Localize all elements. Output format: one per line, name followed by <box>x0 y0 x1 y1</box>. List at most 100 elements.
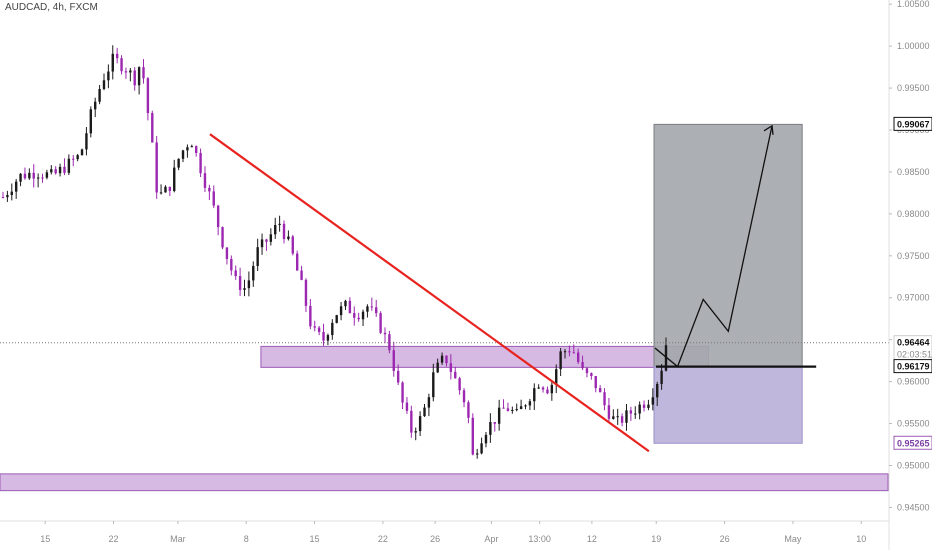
candle-up <box>181 150 185 159</box>
stop-loss-area <box>653 366 803 444</box>
candle-down <box>458 378 461 391</box>
time-tick-label: 12 <box>587 534 597 544</box>
time-tick-label: Apr <box>484 534 498 544</box>
candle-up <box>36 177 40 179</box>
candle-down <box>120 58 123 72</box>
candle-down <box>572 352 575 354</box>
price-axis[interactable]: 1.005001.000000.995000.990000.985000.980… <box>888 0 930 550</box>
candle-down <box>54 169 57 174</box>
candle-up <box>260 239 264 248</box>
stop-price-tag: 0.95265 <box>897 438 930 448</box>
candle-down <box>585 368 589 374</box>
stop-price-tag-box <box>893 435 932 450</box>
target-price-tag-box <box>893 116 932 131</box>
candle-down <box>348 300 352 314</box>
candle-up <box>524 405 527 407</box>
price-tick-label: 1.00500 <box>897 0 930 9</box>
candle-down <box>208 187 211 192</box>
time-tick-label: 8 <box>244 534 249 544</box>
entry-price-tag: 0.96179 <box>897 362 930 372</box>
candle-down <box>467 402 470 418</box>
candle-up <box>559 351 562 370</box>
price-tick-label: 0.98000 <box>897 209 930 219</box>
candle-up <box>656 384 659 398</box>
candle-down <box>405 402 409 411</box>
price-tick-label: 0.97000 <box>897 293 930 303</box>
candle-down <box>265 239 268 242</box>
time-tick-label: 15 <box>40 534 50 544</box>
candle-down <box>115 53 119 59</box>
price-tick-label: 1.00000 <box>897 41 930 51</box>
candle-down <box>445 355 448 364</box>
candle-down <box>375 307 378 314</box>
candle-down <box>203 173 207 188</box>
candle-down <box>590 373 593 377</box>
zones <box>0 345 889 492</box>
candle-down <box>124 71 128 73</box>
price-tick-label: 0.98500 <box>897 167 930 177</box>
projected-path-arrowhead <box>763 124 774 135</box>
candle-up <box>480 443 483 454</box>
candle-up <box>80 149 84 156</box>
time-tick-label: 26 <box>720 534 730 544</box>
candle-up <box>515 409 518 411</box>
candle-up <box>436 362 439 373</box>
candle-down <box>300 270 303 280</box>
candle-down <box>620 416 624 423</box>
time-tick-label: 22 <box>109 534 119 544</box>
candle-up <box>563 351 567 353</box>
candle-up <box>190 146 194 148</box>
candle-up <box>94 101 97 110</box>
time-tick-label: Mar <box>170 534 186 544</box>
candle-down <box>23 173 27 179</box>
candle-down <box>370 306 374 308</box>
countdown-label: 02:03:51 <box>897 350 932 360</box>
candle-down <box>295 253 299 271</box>
candle-down <box>32 172 35 179</box>
candle-down <box>199 152 202 174</box>
time-tick-label: 13:00 <box>528 534 551 544</box>
symbol-title: AUDCAD, 4h, FXCM <box>5 2 98 13</box>
candle-up <box>612 416 615 419</box>
price-tick-label: 0.96000 <box>897 377 930 387</box>
candle-up <box>484 434 488 444</box>
current-price-tag-box <box>893 335 932 363</box>
candle-down <box>221 227 224 248</box>
candle-up <box>107 71 110 81</box>
candle-up <box>173 167 176 191</box>
candle-down <box>238 276 242 290</box>
candle-up <box>67 158 71 173</box>
time-axis[interactable]: 15 22 Mar 8 15 22 26 Apr 13:00 12 19 26 May 10 <box>0 520 889 544</box>
candle-up <box>511 409 514 411</box>
candle-down <box>581 362 584 369</box>
candle-up <box>256 247 259 266</box>
candle-up <box>647 404 650 408</box>
candle-up <box>625 410 628 423</box>
candle-down <box>41 177 44 179</box>
candle-up <box>85 133 88 150</box>
time-tick-label: 15 <box>310 534 320 544</box>
candle-up <box>247 280 251 289</box>
long-position-tool[interactable] <box>653 123 803 444</box>
candle-down <box>607 405 611 419</box>
candle-down <box>313 326 316 328</box>
candle-up <box>418 416 422 432</box>
candle-up <box>550 384 554 394</box>
candle-down <box>603 392 606 406</box>
candle-up <box>50 169 53 173</box>
price-tick-label: 0.94500 <box>897 502 930 512</box>
candle-down <box>155 142 158 193</box>
candle-down <box>449 363 453 372</box>
price-tick-label: 0.99500 <box>897 83 930 93</box>
candle-up <box>519 406 523 410</box>
candle-down <box>383 332 387 335</box>
drawings[interactable] <box>0 124 889 453</box>
candle-up <box>186 147 189 151</box>
candle-down <box>142 67 145 79</box>
candle-up <box>361 311 365 320</box>
candle-up <box>243 288 246 290</box>
candle-down <box>502 407 505 409</box>
candle-up <box>76 155 79 160</box>
candle-down <box>1 197 5 199</box>
